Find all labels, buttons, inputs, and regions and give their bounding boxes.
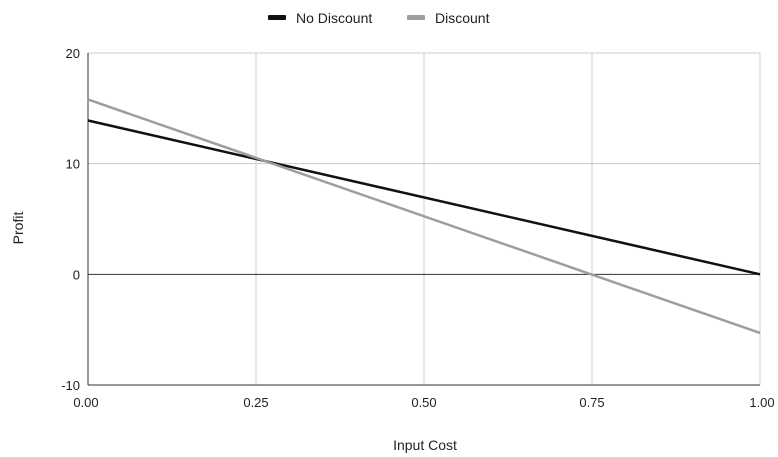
- x-axis-title: Input Cost: [393, 437, 457, 453]
- y-tick-label: 10: [66, 157, 80, 172]
- series-line-no-discount: [87, 119, 761, 276]
- x-tick-label: 0.25: [243, 395, 268, 410]
- x-tick-label: 0.50: [411, 395, 436, 410]
- x-tick-labels: 0.00 0.25 0.50 0.75 1.00: [73, 395, 774, 410]
- legend: No Discount Discount: [268, 10, 490, 26]
- series-lines: [87, 98, 761, 335]
- x-tick-label: 0.00: [73, 395, 98, 410]
- x-tick-label: 0.75: [579, 395, 604, 410]
- legend-swatch: [268, 15, 286, 20]
- x-tick-label: 1.00: [749, 395, 774, 410]
- y-tick-label: 20: [66, 46, 80, 61]
- y-tick-label: -10: [61, 378, 80, 393]
- y-axis-title: Profit: [10, 212, 26, 245]
- legend-swatch: [407, 15, 425, 20]
- legend-label: Discount: [435, 10, 490, 26]
- axes: [87, 53, 760, 386]
- y-tick-label: 0: [73, 267, 80, 282]
- series-line-discount: [87, 98, 761, 335]
- y-tick-labels: -10 0 10 20: [61, 46, 80, 393]
- legend-label: No Discount: [296, 10, 372, 26]
- grid-lines: [88, 52, 761, 385]
